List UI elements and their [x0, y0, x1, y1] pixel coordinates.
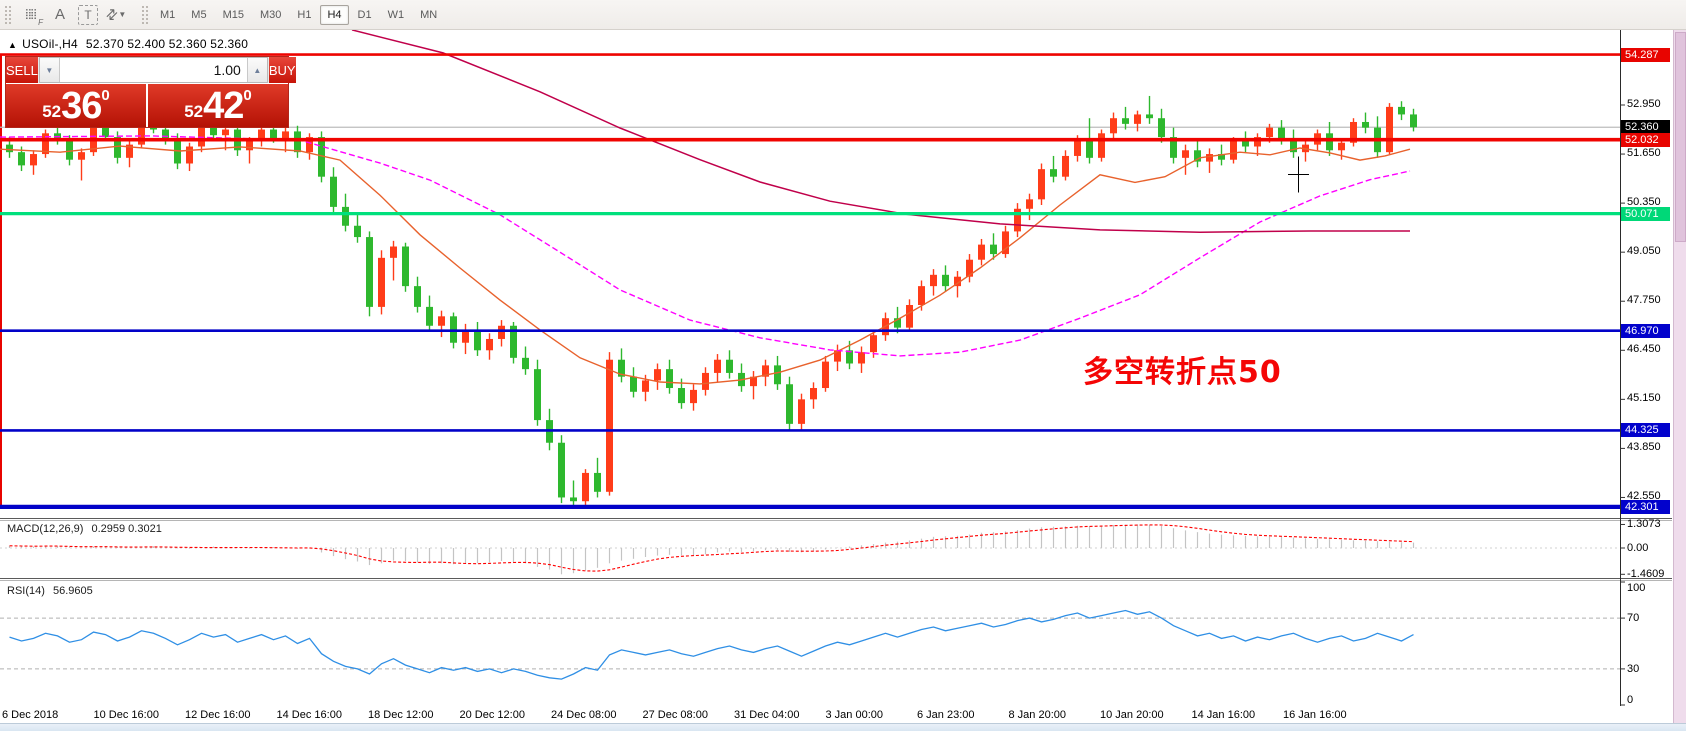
symbol-title: USOil-,H4: [22, 37, 78, 51]
rsi-tick-label: 30: [1627, 662, 1640, 675]
date-label: 31 Dec 04:00: [734, 709, 800, 721]
date-label: 12 Dec 16:00: [185, 709, 251, 721]
date-label: 16 Jan 16:00: [1283, 709, 1347, 721]
date-label: 14 Jan 16:00: [1191, 709, 1256, 721]
rsi-tick-label: 70: [1627, 612, 1640, 625]
price-badge: 42.301: [1621, 499, 1670, 514]
date-label: 14 Dec 16:00: [276, 709, 342, 721]
timeframe-m15[interactable]: M15: [222, 8, 244, 21]
date-axis[interactable]: [0, 706, 1672, 723]
date-label: 18 Dec 12:00: [368, 709, 434, 721]
rsi-value: 56.9605: [52, 585, 93, 597]
timeframe-mn[interactable]: MN: [420, 8, 438, 21]
toolbar-drag-handle-2[interactable]: [141, 4, 148, 25]
rsi-tick-label: 0: [1627, 694, 1634, 706]
timeframe-group: M1 M5 M15 M30 H1 H4 D1 W1 MN: [152, 4, 445, 25]
price-badge: 46.970: [1621, 323, 1670, 338]
price-badge: 54.287: [1621, 47, 1670, 62]
buy-price-whole: 52: [184, 102, 204, 121]
price-tick-label: 43.850: [1627, 441, 1661, 454]
timeframe-m30[interactable]: M30: [259, 8, 282, 21]
sell-price-whole: 52: [42, 102, 62, 121]
vertical-scrollbar[interactable]: [1673, 30, 1686, 723]
bottom-strip: [0, 723, 1686, 731]
price-tick-label: 51.650: [1627, 147, 1661, 160]
date-label: 10 Dec 16:00: [93, 709, 159, 721]
price-tick-label: 47.750: [1627, 294, 1661, 307]
price-tick-label: 45.150: [1627, 392, 1661, 405]
grid-f-subscript: F: [38, 17, 43, 27]
sell-price-pips: 36: [61, 84, 102, 127]
price-badge: 52.032: [1621, 132, 1670, 147]
timeframe-h1[interactable]: H1: [297, 8, 312, 21]
timeframe-w1[interactable]: W1: [387, 8, 405, 21]
price-tick-label: 50.350: [1627, 196, 1661, 209]
toolbar-drag-handle[interactable]: [4, 4, 11, 25]
toolbar: ⣿⣿ F A T ⇄ ▼ M1 M5 M15 M30 H1 H4 D1 W1 MN: [0, 0, 1686, 30]
price-tick-label: 46.450: [1627, 343, 1661, 356]
date-label: 24 Dec 08:00: [551, 709, 617, 721]
trade-panel-top-row: SELL ▼ ▲ BUY: [6, 57, 296, 83]
volume-decrease-button[interactable]: ▼: [39, 58, 60, 82]
date-label: 20 Dec 12:00: [459, 709, 525, 721]
chart-annotation-text: 多空转折点50: [1083, 355, 1282, 390]
macd-tick-label: 0.00: [1627, 542, 1649, 554]
sell-button[interactable]: SELL: [6, 57, 39, 83]
timeframe-h4[interactable]: H4: [320, 4, 349, 25]
timeframe-d1[interactable]: D1: [357, 8, 372, 21]
rsi-title: RSI(14): [7, 585, 45, 597]
chevron-down-icon[interactable]: ▼: [118, 10, 127, 19]
timeframe-m5[interactable]: M5: [191, 8, 207, 21]
price-badge: 52.360: [1621, 120, 1670, 135]
buy-price-tile[interactable]: 52 42 0: [148, 84, 288, 127]
date-label: 27 Dec 08:00: [642, 709, 708, 721]
trade-panel-price-row: 52 36 0 52 42 0: [6, 84, 288, 127]
sell-price-tile[interactable]: 52 36 0: [6, 84, 146, 127]
rsi-label: RSI(14) 56.9605: [7, 585, 93, 597]
date-label: 10 Jan 20:00: [1100, 709, 1164, 721]
rsi-tick-label: 100: [1627, 582, 1646, 594]
volume-increase-button[interactable]: ▲: [246, 58, 267, 82]
timeframe-m1[interactable]: M1: [160, 8, 176, 21]
price-badge: 50.071: [1621, 206, 1670, 221]
macd-values: 0.2959 0.3021: [91, 523, 162, 535]
buy-price-point: 0: [243, 87, 252, 104]
macd-label: MACD(12,26,9) 0.2959 0.3021: [7, 523, 162, 535]
diagonal-arrows-glyph: ⇄: [101, 4, 121, 24]
chart-window: ▲ USOil-,H4 52.370 52.400 52.360 52.360 SE…: [0, 30, 1686, 731]
cursor-arrows-icon[interactable]: ⇄ ▼: [101, 3, 128, 27]
text-box-icon[interactable]: T: [78, 4, 98, 25]
price-tick-label: 49.050: [1627, 245, 1661, 258]
date-label: 8 Jan 20:00: [1008, 709, 1067, 721]
macd-tick-label: -1.4609: [1627, 568, 1665, 581]
buy-button[interactable]: BUY: [267, 57, 296, 83]
date-label: 6 Jan 23:00: [917, 709, 975, 721]
ohlc-quotes: 52.370 52.400 52.360 52.360: [85, 37, 249, 51]
macd-tick-label: 1.3073: [1627, 518, 1661, 531]
scrollbar-thumb[interactable]: [1675, 32, 1686, 242]
volume-input[interactable]: [59, 58, 247, 82]
volume-spinner: ▼ ▲: [38, 57, 268, 83]
price-chart-canvas[interactable]: [0, 30, 1686, 731]
one-click-trade-panel: SELL ▼ ▲ BUY 52 36 0 52 42 0: [5, 56, 296, 128]
buy-price-pips: 42: [203, 84, 244, 127]
price-tick-label: 42.550: [1627, 490, 1661, 503]
price-tick-label: 52.950: [1627, 98, 1661, 110]
text-label-icon[interactable]: A: [54, 6, 65, 23]
chart-collapse-arrow-icon[interactable]: ▲: [8, 40, 18, 50]
sell-price-point: 0: [101, 87, 110, 104]
macd-title: MACD(12,26,9): [7, 523, 84, 535]
chart-title-bar: ▲ USOil-,H4 52.370 52.400 52.360 52.360: [8, 37, 248, 51]
grid-dots-f-icon[interactable]: ⣿⣿ F: [24, 9, 43, 27]
date-label: 6 Dec 2018: [2, 709, 59, 721]
date-label: 3 Jan 00:00: [825, 709, 884, 721]
price-badge: 44.325: [1621, 423, 1670, 438]
